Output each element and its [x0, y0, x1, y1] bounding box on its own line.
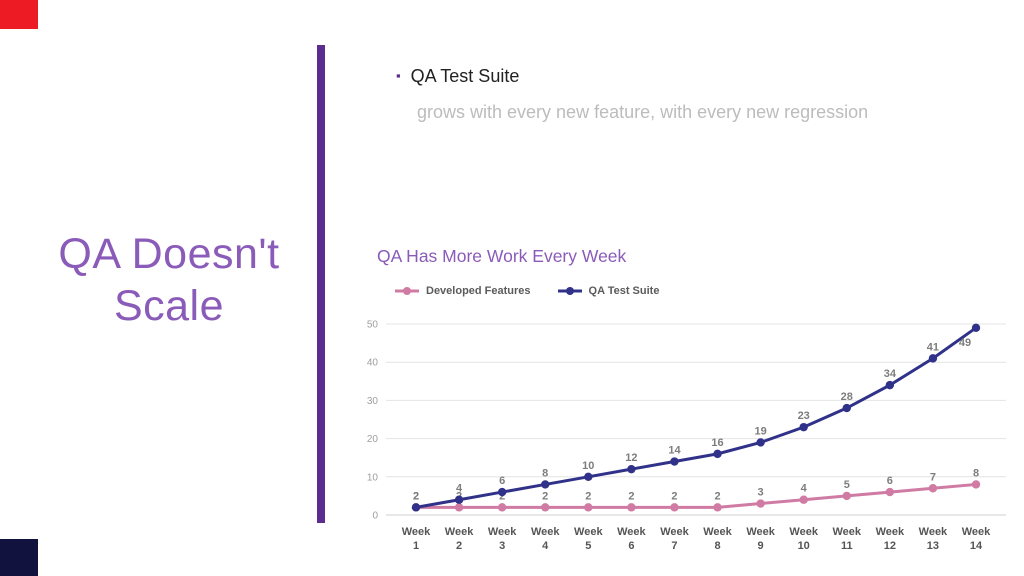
svg-text:34: 34	[884, 368, 897, 380]
svg-text:9: 9	[758, 540, 764, 552]
slide-title-line1: QA Doesn't	[58, 230, 280, 278]
svg-text:Week: Week	[876, 526, 905, 538]
svg-text:4: 4	[542, 540, 549, 552]
svg-text:14: 14	[668, 445, 681, 457]
svg-text:2: 2	[499, 490, 505, 502]
svg-text:6: 6	[887, 475, 893, 487]
bullet-heading: QA Test Suite	[410, 66, 520, 86]
svg-text:Week: Week	[832, 526, 861, 538]
line-chart: Developed Features QA Test Suite 0 10 20 30 4…	[356, 282, 1016, 570]
svg-text:30: 30	[367, 396, 379, 407]
svg-text:1: 1	[413, 540, 419, 552]
legend-swatch-icon	[557, 287, 582, 295]
svg-text:Week: Week	[445, 526, 474, 538]
svg-text:Week: Week	[531, 526, 560, 538]
legend-swatch-icon	[395, 287, 419, 295]
svg-text:3: 3	[758, 487, 764, 499]
svg-text:41: 41	[927, 341, 939, 353]
svg-text:7: 7	[671, 540, 677, 552]
svg-text:7: 7	[930, 471, 936, 483]
svg-text:2: 2	[456, 540, 462, 552]
svg-text:6: 6	[628, 540, 634, 552]
svg-text:10: 10	[798, 540, 810, 552]
legend-label: Developed Features	[426, 285, 531, 297]
svg-text:13: 13	[927, 540, 939, 552]
bullet-row: ▪ QA Test Suite	[396, 66, 956, 87]
svg-text:8: 8	[973, 467, 979, 479]
svg-text:19: 19	[754, 425, 766, 437]
bullet-subtext: grows with every new feature, with every…	[417, 102, 869, 122]
svg-text:2: 2	[413, 490, 419, 502]
svg-text:28: 28	[841, 391, 853, 403]
svg-text:8: 8	[714, 540, 720, 552]
slide-title-line2: Scale	[113, 282, 225, 331]
corner-dark-block	[0, 539, 38, 576]
chart-plot-area: 0 10 20 30 40 50 Week 1 Week 2 Week 3 Week 4 Week 5 Week…	[367, 320, 1006, 552]
svg-text:14: 14	[970, 540, 983, 552]
svg-text:2: 2	[585, 490, 591, 502]
bullet-block: ▪ QA Test Suite grows with every new fea…	[396, 66, 956, 123]
svg-text:4: 4	[801, 483, 808, 495]
svg-text:Week: Week	[962, 526, 991, 538]
svg-text:8: 8	[542, 467, 548, 479]
svg-text:3: 3	[499, 540, 505, 552]
svg-text:Week: Week	[789, 526, 818, 538]
legend-label: QA Test Suite	[588, 285, 660, 297]
legend-item: Developed Features	[394, 285, 531, 297]
svg-text:2: 2	[542, 490, 548, 502]
bullet-icon: ▪	[396, 68, 401, 83]
svg-text:2: 2	[671, 490, 677, 502]
svg-text:Week: Week	[488, 526, 517, 538]
svg-text:11: 11	[841, 540, 853, 552]
svg-text:4: 4	[456, 483, 463, 495]
svg-text:Week: Week	[703, 526, 732, 538]
corner-red-block	[0, 0, 38, 29]
svg-text:5: 5	[585, 540, 591, 552]
svg-text:2: 2	[413, 490, 419, 502]
legend-item: QA Test Suite	[557, 285, 660, 297]
svg-text:Week: Week	[660, 526, 689, 538]
chart-legend: Developed Features QA Test Suite	[394, 282, 1016, 300]
svg-text:49: 49	[959, 337, 971, 349]
svg-text:Week: Week	[574, 526, 603, 538]
svg-text:50: 50	[367, 320, 379, 331]
slide-title: QA Doesn't Scale	[28, 228, 310, 333]
svg-text:Week: Week	[746, 526, 775, 538]
svg-text:Week: Week	[919, 526, 948, 538]
svg-text:10: 10	[582, 460, 594, 472]
svg-text:Week: Week	[402, 526, 431, 538]
svg-text:12: 12	[884, 540, 896, 552]
svg-text:20: 20	[367, 434, 379, 445]
vertical-divider	[317, 45, 325, 523]
svg-text:40: 40	[367, 358, 379, 369]
svg-text:5: 5	[844, 479, 850, 491]
chart-title: QA Has More Work Every Week	[377, 246, 627, 266]
svg-text:6: 6	[499, 475, 505, 487]
svg-text:23: 23	[798, 410, 810, 422]
svg-text:16: 16	[711, 437, 723, 449]
svg-text:Week: Week	[617, 526, 646, 538]
svg-text:0: 0	[372, 511, 378, 522]
svg-text:10: 10	[367, 472, 379, 483]
svg-text:2: 2	[714, 490, 720, 502]
svg-text:2: 2	[628, 490, 634, 502]
svg-text:12: 12	[625, 452, 637, 464]
